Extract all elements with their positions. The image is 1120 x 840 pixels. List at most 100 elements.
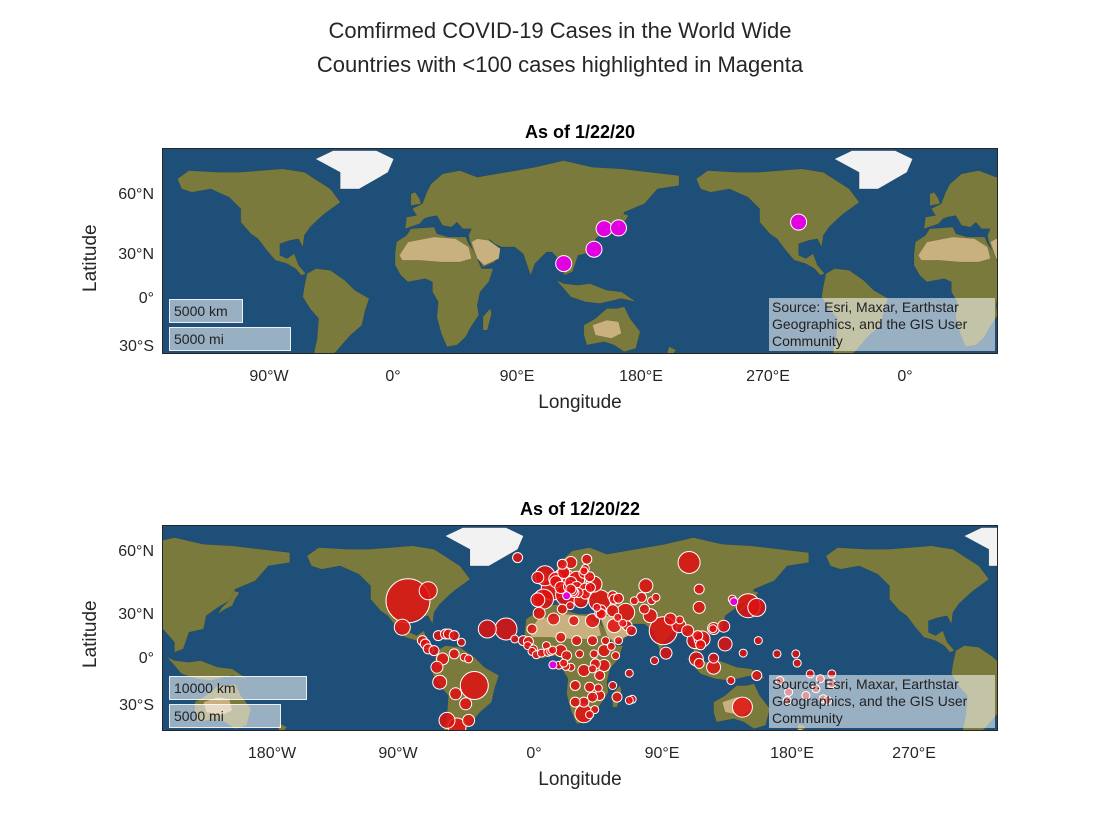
case-marker-red[interactable] <box>564 576 578 589</box>
case-marker-red[interactable] <box>585 710 595 720</box>
case-marker-red[interactable] <box>608 593 620 605</box>
case-marker-red[interactable] <box>572 587 584 598</box>
case-marker-red[interactable] <box>595 604 607 616</box>
case-marker-red[interactable] <box>621 620 633 632</box>
case-marker-red[interactable] <box>594 690 606 701</box>
case-marker-red[interactable] <box>738 648 748 658</box>
case-marker-red[interactable] <box>772 649 782 659</box>
case-marker-red[interactable] <box>692 630 704 642</box>
case-marker-red[interactable] <box>459 671 489 700</box>
case-marker-red[interactable] <box>606 618 622 634</box>
case-marker-red[interactable] <box>548 571 564 587</box>
case-marker-red[interactable] <box>393 618 411 636</box>
case-marker-red[interactable] <box>650 656 659 666</box>
case-marker-red[interactable] <box>430 660 444 674</box>
case-marker-red[interactable] <box>585 613 600 629</box>
case-marker-red[interactable] <box>440 628 451 640</box>
case-marker-red[interactable] <box>536 648 546 658</box>
case-marker-red[interactable] <box>593 683 603 693</box>
case-marker-red[interactable] <box>818 694 828 704</box>
case-marker-red[interactable] <box>533 588 554 610</box>
case-marker-red[interactable] <box>568 587 580 598</box>
case-marker-red[interactable] <box>557 566 571 579</box>
case-marker-red[interactable] <box>693 630 711 648</box>
case-marker-red[interactable] <box>616 602 636 622</box>
case-marker-red[interactable] <box>566 585 578 597</box>
case-marker-red[interactable] <box>601 636 610 646</box>
case-marker-red[interactable] <box>447 717 467 731</box>
case-marker-red[interactable] <box>549 575 563 589</box>
case-marker-red[interactable] <box>792 658 802 668</box>
basemap-frame[interactable]: 5000 km 5000 mi Source: Esri, Maxar, Ear… <box>162 148 998 354</box>
case-marker-red[interactable] <box>588 589 612 613</box>
case-marker-red[interactable] <box>618 618 628 628</box>
case-marker-red[interactable] <box>627 694 637 704</box>
case-marker-red[interactable] <box>706 659 722 675</box>
case-marker-red[interactable] <box>578 582 592 596</box>
case-marker-red[interactable] <box>625 625 637 637</box>
case-marker-red[interactable] <box>565 583 577 595</box>
case-marker-red[interactable] <box>581 553 593 565</box>
case-marker-red[interactable] <box>587 635 598 647</box>
case-marker-red[interactable] <box>708 652 720 664</box>
case-marker-red[interactable] <box>827 669 837 679</box>
case-marker-red[interactable] <box>590 705 600 715</box>
case-marker-red[interactable] <box>607 590 619 602</box>
case-marker-red[interactable] <box>554 644 568 658</box>
case-marker-red[interactable] <box>597 659 611 672</box>
case-marker-red[interactable] <box>541 641 551 651</box>
case-marker-red[interactable] <box>556 558 568 570</box>
case-marker-red[interactable] <box>597 644 611 658</box>
case-marker-red[interactable] <box>530 592 546 608</box>
case-marker-red[interactable] <box>548 645 558 655</box>
case-marker-red[interactable] <box>419 638 431 650</box>
case-marker-red[interactable] <box>608 681 618 690</box>
case-marker-red[interactable] <box>815 674 825 684</box>
case-marker-red[interactable] <box>717 619 731 633</box>
case-marker-red[interactable] <box>611 651 621 661</box>
case-marker-red[interactable] <box>555 583 579 607</box>
case-marker-red[interactable] <box>418 581 438 601</box>
case-marker-red[interactable] <box>791 649 801 659</box>
case-marker-red[interactable] <box>551 568 577 594</box>
case-marker-red[interactable] <box>448 648 460 660</box>
case-marker-red[interactable] <box>585 575 603 593</box>
case-marker-red[interactable] <box>510 634 520 644</box>
case-marker-red[interactable] <box>456 637 466 647</box>
case-marker-red[interactable] <box>574 704 594 724</box>
case-marker-red[interactable] <box>568 615 580 627</box>
case-marker-red[interactable] <box>587 691 598 703</box>
case-marker-red[interactable] <box>578 696 590 708</box>
case-marker-red[interactable] <box>811 684 821 694</box>
case-marker-red[interactable] <box>784 687 794 697</box>
case-marker-red[interactable] <box>647 596 657 606</box>
case-marker-red[interactable] <box>592 602 602 612</box>
case-marker-red[interactable] <box>589 658 601 670</box>
case-marker-red[interactable] <box>385 578 431 624</box>
case-marker-red[interactable] <box>416 635 428 647</box>
case-marker-red[interactable] <box>522 636 534 647</box>
case-marker-red[interactable] <box>449 687 463 701</box>
case-marker-magenta[interactable] <box>548 660 558 670</box>
case-marker-red[interactable] <box>692 600 706 614</box>
case-marker-red[interactable] <box>805 669 815 679</box>
case-marker-red[interactable] <box>663 612 677 626</box>
case-marker-red[interactable] <box>563 580 576 594</box>
case-marker-red[interactable] <box>747 597 767 617</box>
case-marker-red[interactable] <box>588 664 597 674</box>
case-marker-red[interactable] <box>717 636 733 652</box>
case-marker-red[interactable] <box>589 649 599 659</box>
case-marker-red[interactable] <box>578 567 590 579</box>
case-marker-red[interactable] <box>675 615 685 625</box>
case-marker-red[interactable] <box>624 695 634 705</box>
case-marker-red[interactable] <box>543 647 553 657</box>
case-marker-magenta[interactable] <box>562 591 572 601</box>
case-marker-red[interactable] <box>624 668 634 678</box>
case-marker-red[interactable] <box>554 660 564 670</box>
case-marker-red[interactable] <box>707 622 721 635</box>
case-marker-red[interactable] <box>606 604 620 618</box>
case-marker-red[interactable] <box>565 601 575 611</box>
case-marker-red[interactable] <box>570 581 584 594</box>
case-marker-red[interactable] <box>659 646 673 660</box>
case-marker-red[interactable] <box>827 679 837 689</box>
